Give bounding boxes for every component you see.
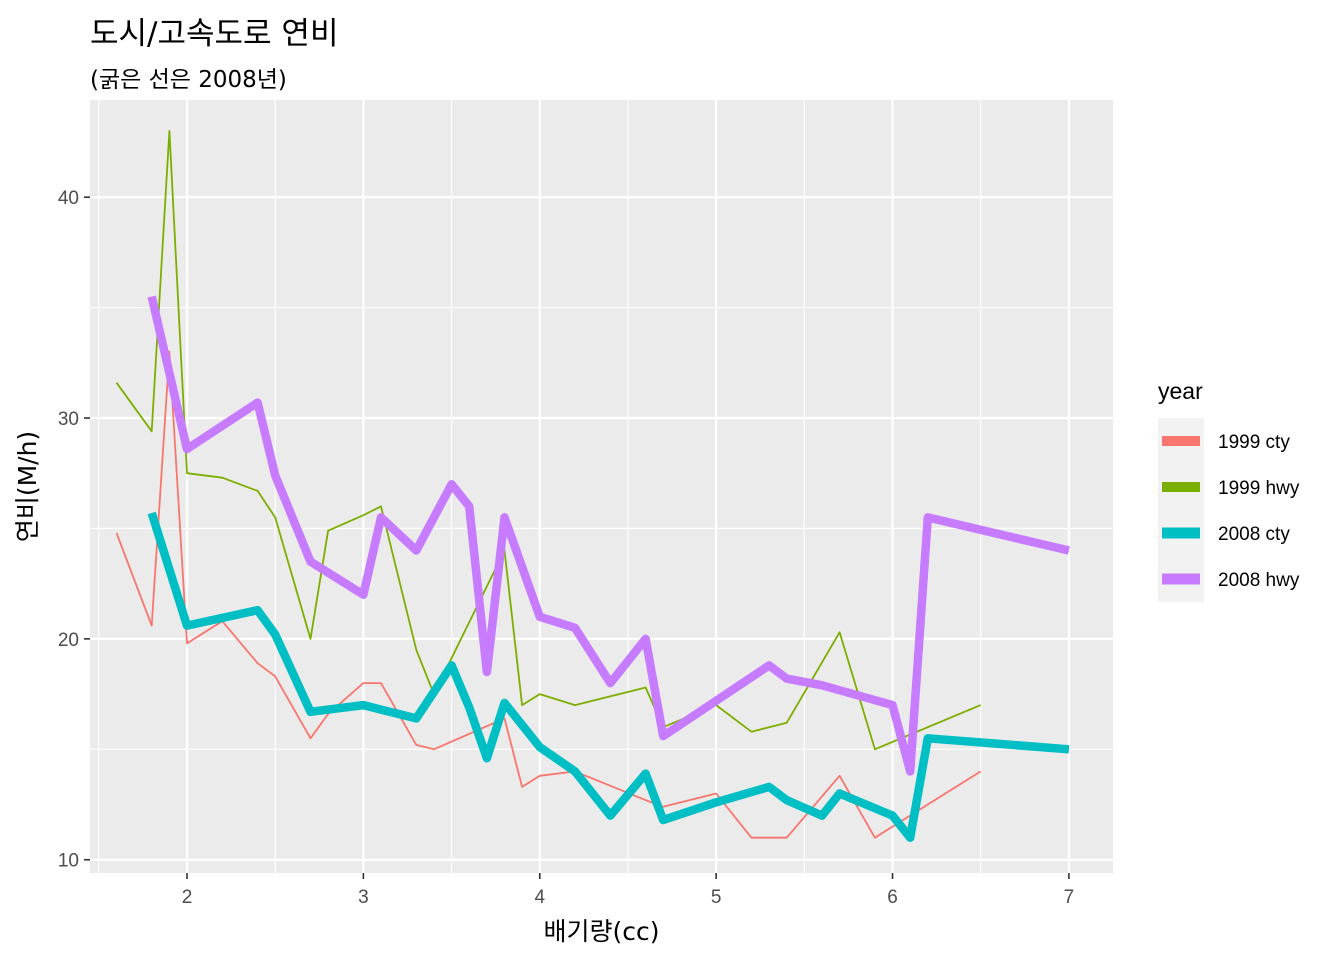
- x-axis-title: 배기량(cc): [544, 917, 660, 946]
- y-tick-label: 20: [58, 630, 79, 651]
- y-tick-label: 10: [58, 851, 79, 872]
- x-tick-label: 3: [358, 887, 369, 908]
- legend-label: 1999 hwy: [1218, 478, 1300, 499]
- legend-swatch: [1162, 573, 1200, 585]
- y-axis: 10 20 30 40: [58, 188, 90, 872]
- minor-grid: [90, 100, 1113, 873]
- x-tick-label: 2: [182, 887, 193, 908]
- legend-title: year: [1158, 378, 1203, 404]
- x-tick-label: 5: [711, 887, 722, 908]
- legend-swatch: [1162, 436, 1200, 446]
- chart-title: 도시/고속도로 연비: [90, 16, 339, 52]
- legend-swatch: [1162, 482, 1200, 492]
- chart-subtitle: (굵은 선은 2008년): [90, 67, 287, 93]
- legend-label: 1999 cty: [1218, 432, 1290, 453]
- series-layer: [115, 130, 1070, 842]
- x-tick-label: 4: [534, 887, 545, 908]
- plot-panel: [90, 100, 1113, 873]
- series-line-2008-cty: [147, 511, 1070, 842]
- legend-swatch: [1162, 527, 1200, 539]
- y-axis-title: 연비(M/h): [13, 431, 42, 542]
- y-tick-label: 40: [58, 188, 79, 209]
- legend-label: 2008 hwy: [1218, 570, 1300, 591]
- legend: year 1999 cty 1999 hwy 2008 cty 2008 hwy: [1158, 378, 1300, 602]
- x-axis: 2 3 4 5 6 7: [182, 873, 1074, 908]
- series-line-2008-hwy: [147, 295, 1070, 776]
- legend-label: 2008 cty: [1218, 524, 1290, 545]
- x-tick-label: 7: [1064, 887, 1075, 908]
- y-tick-label: 30: [58, 409, 79, 430]
- x-tick-label: 6: [887, 887, 898, 908]
